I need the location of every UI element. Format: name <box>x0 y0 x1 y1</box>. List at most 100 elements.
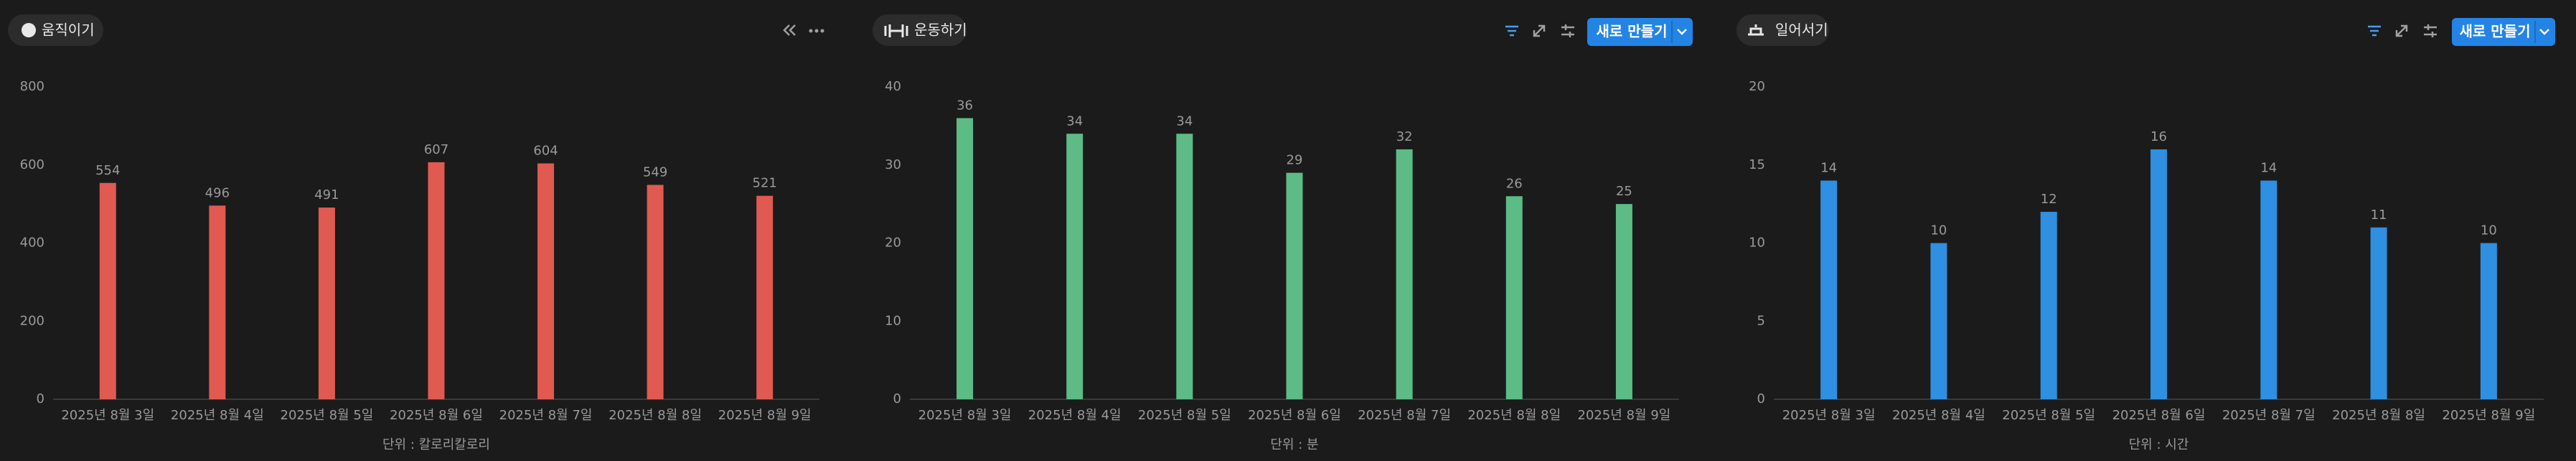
y-tick-label: 600 <box>20 157 44 172</box>
axis-unit-label: 단위 : 칼로리칼로리 <box>382 437 490 452</box>
value-label: 34 <box>1066 113 1083 129</box>
y-tick-label: 0 <box>893 391 901 406</box>
y-tick-label: 20 <box>885 236 901 251</box>
title-icon <box>884 24 908 37</box>
new-button-label: 새로 만들기 <box>1597 23 1668 40</box>
filter-icon[interactable] <box>2368 25 2381 37</box>
y-tick-label: 400 <box>20 236 44 251</box>
value-label: 549 <box>643 164 667 180</box>
y-tick-label: 0 <box>37 391 44 406</box>
y-tick-label: 15 <box>1749 157 1765 172</box>
bar <box>428 162 445 399</box>
bar <box>756 195 774 399</box>
settings-icon[interactable] <box>1561 24 1574 37</box>
new-button[interactable] <box>1587 18 1693 46</box>
axis-unit-label: 단위 : 분 <box>1270 437 1318 452</box>
bar <box>209 205 226 399</box>
title-pill[interactable] <box>1736 14 1829 46</box>
panel-title: 움직이기 <box>42 22 95 39</box>
x-tick-label: 2025년 8월 4일 <box>1028 408 1122 423</box>
x-tick-label: 2025년 8월 6일 <box>2112 408 2206 423</box>
settings-icon[interactable] <box>2424 24 2437 37</box>
title-icon <box>22 23 36 37</box>
x-tick-label: 2025년 8월 7일 <box>2222 408 2316 423</box>
bar <box>2150 149 2167 399</box>
bar <box>647 185 664 399</box>
x-tick-label: 2025년 8월 5일 <box>2002 408 2095 423</box>
value-label: 10 <box>1930 223 1947 238</box>
axis-unit-label: 단위 : 시간 <box>2129 437 2189 452</box>
value-label: 25 <box>1616 184 1632 199</box>
y-tick-label: 10 <box>885 313 901 328</box>
bar <box>99 182 116 399</box>
bar <box>537 163 555 399</box>
bar <box>1615 204 1632 399</box>
x-tick-label: 2025년 8월 9일 <box>718 408 812 423</box>
title-icon <box>1748 24 1764 36</box>
x-tick-label: 2025년 8월 3일 <box>61 408 154 423</box>
bar <box>2370 227 2387 399</box>
value-label: 14 <box>1820 161 1837 176</box>
value-label: 14 <box>2260 161 2277 176</box>
new-button[interactable] <box>2452 18 2555 46</box>
value-label: 521 <box>753 176 777 191</box>
value-label: 10 <box>2481 223 2497 238</box>
x-tick-label: 2025년 8월 6일 <box>1248 408 1341 423</box>
value-label: 607 <box>424 142 448 157</box>
y-tick-label: 0 <box>1757 391 1765 406</box>
title-pill[interactable] <box>8 14 103 46</box>
bar <box>2260 180 2277 399</box>
x-tick-label: 2025년 8월 5일 <box>281 408 374 423</box>
y-tick-label: 30 <box>885 157 901 172</box>
bar <box>956 118 974 399</box>
x-tick-label: 2025년 8월 8일 <box>1467 408 1561 423</box>
x-tick-label: 2025년 8월 3일 <box>1782 408 1876 423</box>
x-tick-label: 2025년 8월 7일 <box>1358 408 1451 423</box>
x-tick-label: 2025년 8월 3일 <box>918 408 1012 423</box>
y-tick-label: 5 <box>1757 313 1765 328</box>
value-label: 29 <box>1287 153 1303 168</box>
x-tick-label: 2025년 8월 4일 <box>1892 408 1985 423</box>
value-label: 36 <box>956 98 973 113</box>
x-tick-label: 2025년 8월 8일 <box>2332 408 2425 423</box>
more-icon[interactable] <box>809 29 824 33</box>
value-label: 11 <box>2371 208 2387 223</box>
expand-icon[interactable] <box>1533 24 1546 37</box>
panel-title: 운동하기 <box>914 22 967 39</box>
value-label: 16 <box>2150 129 2167 144</box>
bar <box>1396 149 1413 399</box>
new-button-label: 새로 만들기 <box>2460 23 2531 40</box>
value-label: 32 <box>1396 129 1413 144</box>
y-tick-label: 10 <box>1749 236 1765 251</box>
dropdown-icon[interactable] <box>2539 29 2549 35</box>
x-tick-label: 2025년 8월 9일 <box>2442 408 2535 423</box>
x-tick-label: 2025년 8월 8일 <box>608 408 702 423</box>
bar <box>2480 243 2497 399</box>
expand-icon[interactable] <box>2395 24 2408 37</box>
x-tick-label: 2025년 8월 6일 <box>390 408 483 423</box>
x-tick-label: 2025년 8월 9일 <box>1578 408 1671 423</box>
filter-icon[interactable] <box>1505 25 1518 37</box>
panel-title: 일어서기 <box>1775 22 1828 39</box>
value-label: 34 <box>1176 113 1193 129</box>
bar <box>1930 243 1947 399</box>
value-label: 12 <box>2041 192 2057 207</box>
bar <box>1176 134 1193 399</box>
y-tick-label: 40 <box>885 79 901 94</box>
y-tick-label: 800 <box>20 79 44 94</box>
value-label: 554 <box>95 163 120 178</box>
x-tick-label: 2025년 8월 5일 <box>1138 408 1231 423</box>
x-tick-label: 2025년 8월 4일 <box>171 408 264 423</box>
collapse-icon[interactable] <box>783 24 796 36</box>
bar <box>1286 172 1303 399</box>
bar <box>1505 196 1523 399</box>
y-tick-label: 200 <box>20 313 44 328</box>
dropdown-icon[interactable] <box>1677 29 1687 35</box>
value-label: 26 <box>1506 176 1523 191</box>
title-pill[interactable] <box>873 14 967 46</box>
bar <box>1066 134 1083 399</box>
x-tick-label: 2025년 8월 7일 <box>499 408 593 423</box>
bar <box>1820 180 1838 399</box>
